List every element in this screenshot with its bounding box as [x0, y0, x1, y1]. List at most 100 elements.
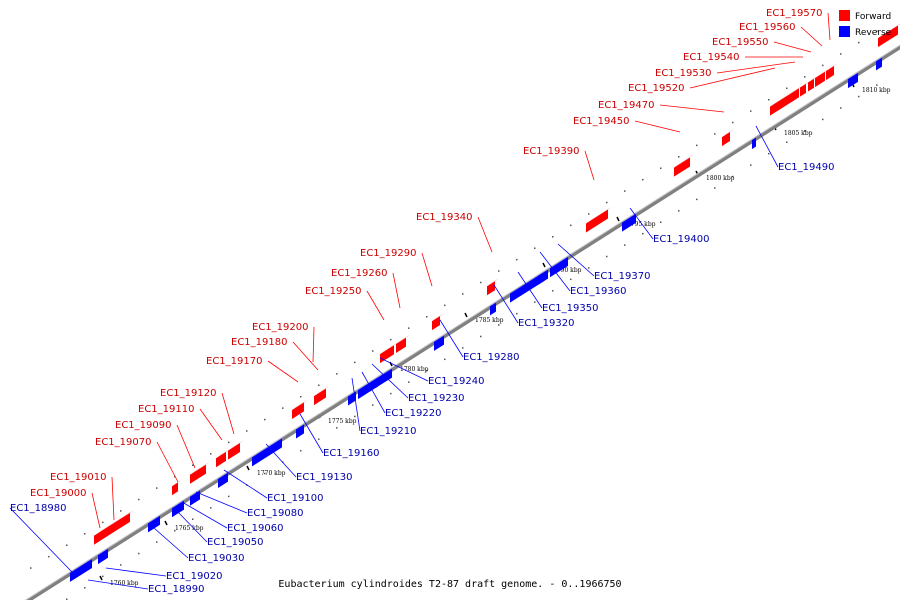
- reverse-gene: [550, 253, 572, 278]
- reverse-gene: [296, 421, 308, 439]
- reverse-gene-label: EC1_19220: [385, 408, 441, 419]
- forward-gene-label: EC1_19570: [766, 8, 822, 19]
- scale-tick-label: 1790 kbp: [553, 267, 582, 274]
- forward-gene-label: EC1_19340: [416, 212, 472, 223]
- forward-gene-label: EC1_19520: [628, 83, 684, 94]
- scale-tick-label: 1770 kbp: [257, 470, 286, 477]
- reverse-gene-label: EC1_19230: [408, 393, 464, 404]
- forward-gene: [722, 129, 734, 147]
- forward-gene-label: EC1_19560: [739, 22, 795, 33]
- forward-gene: [432, 313, 444, 331]
- reverse-gene-label: EC1_19080: [247, 508, 303, 519]
- legend-reverse-label: Reverse: [855, 28, 892, 38]
- forward-gene: [190, 461, 210, 484]
- scale-tick-label: 1760 kbp: [110, 580, 139, 587]
- reverse-gene-label: EC1_18980: [10, 503, 66, 514]
- scale-tick-label: 1810 kbp: [862, 87, 891, 94]
- forward-gene: [586, 206, 612, 233]
- reverse-gene-label: EC1_19020: [166, 571, 222, 582]
- reverse-gene: [358, 378, 376, 400]
- reverse-gene: [74, 555, 96, 580]
- forward-gene: [826, 63, 838, 81]
- reverse-gene-label: EC1_18990: [148, 584, 204, 595]
- reverse-gene: [376, 365, 396, 388]
- reverse-gene: [538, 266, 552, 285]
- forward-gene-label: EC1_19450: [573, 116, 629, 127]
- reverse-gene: [98, 545, 112, 565]
- reverse-gene-label: EC1_19210: [360, 426, 416, 437]
- scale-tick-label: 1800 kbp: [706, 175, 735, 182]
- forward-gene-label: EC1_19000: [30, 488, 86, 499]
- reverse-gene-label: EC1_19100: [267, 493, 323, 504]
- forward-gene-label: EC1_19470: [598, 100, 654, 111]
- reverse-gene-label: EC1_19050: [207, 537, 263, 548]
- forward-gene-label: EC1_19010: [50, 472, 106, 483]
- gene-labels: EC1_19000 EC1_19010 EC1_19070 EC1_19090 EC1_…: [9, 8, 834, 595]
- scale-tick-label: 1765 kbp: [175, 525, 204, 532]
- reverse-gene: [178, 497, 188, 514]
- reverse-gene-label: EC1_19130: [296, 472, 352, 483]
- forward-gene-label: EC1_19530: [655, 68, 711, 79]
- reverse-gene-label: EC1_19160: [323, 448, 379, 459]
- forward-gene-label: EC1_19250: [305, 286, 361, 297]
- forward-gene: [770, 88, 798, 116]
- scale-tick-label: 1775 kbp: [328, 418, 357, 425]
- reverse-gene: [252, 435, 286, 467]
- reverse-gene: [490, 299, 500, 316]
- forward-gene-label: EC1_19550: [712, 37, 768, 48]
- forward-gene: [314, 385, 330, 406]
- forward-gene-label: EC1_19110: [138, 404, 194, 415]
- forward-gene: [815, 68, 829, 88]
- forward-gene-label: EC1_19200: [252, 322, 308, 333]
- forward-gene-label: EC1_19390: [523, 146, 579, 157]
- forward-gene-label: EC1_19120: [160, 388, 216, 399]
- forward-gene: [396, 334, 410, 354]
- forward-gene-label: EC1_19170: [206, 356, 262, 367]
- reverse-gene-label: EC1_19060: [227, 523, 283, 534]
- forward-gene: [94, 523, 112, 545]
- reverse-gene: [622, 210, 640, 232]
- footer-caption: Eubacterium cylindroides T2-87 draft gen…: [278, 579, 621, 590]
- reverse-gene: [876, 54, 886, 71]
- reverse-gene-label: EC1_19350: [542, 303, 598, 314]
- reverse-gene-label: EC1_19490: [778, 162, 834, 173]
- forward-gene: [878, 23, 900, 48]
- legend: Forward Reverse: [839, 10, 892, 38]
- scale-tick-label: 1780 kbp: [400, 366, 429, 373]
- reverse-gene-label: EC1_19370: [594, 271, 650, 282]
- forward-gene: [793, 85, 803, 102]
- forward-gene: [172, 479, 182, 496]
- forward-gene: [808, 75, 818, 92]
- forward-gene-label: EC1_19540: [683, 52, 739, 63]
- genome-axis: [25, 44, 900, 600]
- forward-gene: [674, 154, 694, 177]
- forward-gene-label: EC1_19090: [115, 420, 171, 431]
- reverse-gene-label: EC1_19280: [463, 352, 519, 363]
- forward-gene-label: EC1_19070: [95, 437, 151, 448]
- reverse-gene: [510, 269, 548, 303]
- reverse-gene-label: EC1_19240: [428, 376, 484, 387]
- axis-dots: [30, 30, 878, 600]
- forward-gene-label: EC1_19290: [360, 248, 416, 259]
- forward-gene-label: EC1_19260: [331, 268, 387, 279]
- legend-reverse-swatch: [839, 26, 850, 37]
- reverse-gene: [848, 69, 862, 89]
- forward-gene: [292, 399, 308, 420]
- reverse-gene-label: EC1_19400: [653, 234, 709, 245]
- scale-tick-label: 1785 kbp: [475, 317, 504, 324]
- forward-gene: [108, 509, 134, 536]
- forward-gene: [487, 278, 499, 296]
- reverse-gene-label: EC1_19030: [188, 553, 244, 564]
- genes: [70, 23, 900, 582]
- scale-tick-label: 1805 kbp: [784, 130, 813, 137]
- reverse-gene: [752, 134, 760, 150]
- reverse-gene-label: EC1_19360: [570, 286, 626, 297]
- forward-gene-label: EC1_19180: [231, 337, 287, 348]
- reverse-gene: [218, 469, 232, 488]
- legend-forward-label: Forward: [855, 12, 891, 22]
- forward-gene: [228, 440, 244, 460]
- legend-forward-swatch: [839, 10, 850, 21]
- reverse-gene: [148, 512, 164, 533]
- reverse-gene: [434, 332, 448, 351]
